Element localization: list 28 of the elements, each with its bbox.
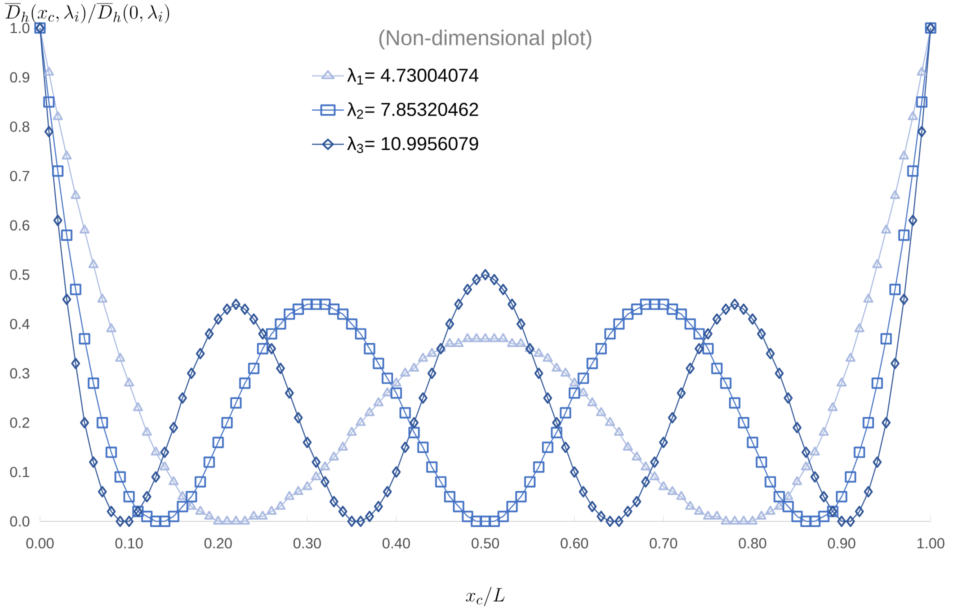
legend-label: λ$_{2}$= 7.85320462 — [347, 102, 478, 119]
y-tick-label: 0.1 — [10, 466, 30, 478]
x-tick-label: 0.40 — [382, 538, 410, 548]
y-tick-label: 1.0 — [10, 22, 30, 34]
y-tick-label: 0.5 — [10, 269, 30, 280]
y-axis-title: $\overline{D}_h(x_c,\lambda_i)/\overline{D}_h(0,\lambda_i)$ — [4, 4, 170, 24]
y-tick-label: 0.0 — [10, 516, 30, 527]
x-tick-label: 1.00 — [918, 538, 944, 548]
legend-label: λ$_{1}$= 4.73004074 — [347, 68, 478, 85]
x-tick-label: 0.80 — [738, 538, 766, 548]
legend-label: λ$_{3}$= 10.9956079 — [347, 136, 478, 154]
x-tick-label: 0.20 — [204, 538, 232, 548]
y-tick-label: 0.2 — [10, 417, 30, 428]
x-tick-label: 0.30 — [293, 538, 321, 548]
y-tick-label: 0.8 — [10, 121, 30, 132]
x-tick-label: 0.90 — [828, 538, 856, 548]
y-tick-label: 0.9 — [10, 72, 30, 83]
x-tick-label: 0.60 — [560, 538, 588, 548]
y-tick-label: 0.4 — [10, 318, 30, 330]
x-tick-label: 0.10 — [115, 538, 143, 548]
x-tick-label: 0.70 — [650, 538, 678, 548]
y-tick-label: 0.3 — [10, 368, 30, 379]
y-tick-label: 0.7 — [10, 170, 30, 182]
y-tick-label: 0.6 — [10, 220, 30, 231]
chart-title: (Non-dimensional plot) — [379, 30, 592, 50]
x-tick-label: 0.00 — [26, 538, 54, 548]
x-tick-label: 0.50 — [472, 538, 500, 548]
x-axis-title: $x_c/L$ — [466, 586, 505, 606]
